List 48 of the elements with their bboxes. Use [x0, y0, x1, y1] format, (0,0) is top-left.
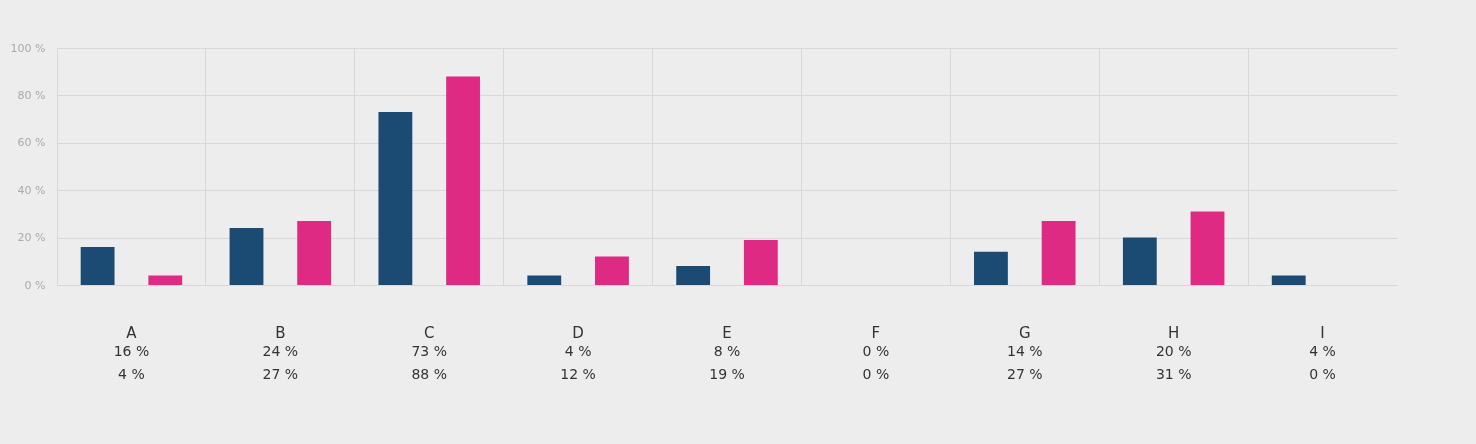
data-label: 4 %	[118, 365, 145, 382]
data-label: 73 %	[411, 342, 448, 359]
bar	[378, 111, 413, 285]
bar	[148, 275, 183, 285]
bar	[676, 266, 711, 285]
data-label: 12 %	[560, 365, 596, 382]
y-tick-label: 20 %	[17, 231, 46, 245]
bar	[297, 221, 332, 285]
x-tick-label: G	[1018, 323, 1031, 342]
data-label: 0 %	[862, 342, 890, 359]
bar	[80, 247, 115, 285]
y-tick-label: 40 %	[17, 183, 46, 197]
bar	[1041, 221, 1076, 285]
y-tick-label: 80 %	[17, 88, 46, 102]
x-tick-label: D	[572, 323, 584, 342]
y-tick-label: 100 %	[10, 41, 46, 55]
bar	[743, 239, 778, 285]
bar	[1122, 237, 1157, 285]
x-tick-label: I	[1320, 323, 1325, 342]
data-label: 88 %	[411, 365, 448, 382]
bar	[1190, 211, 1225, 285]
bar	[974, 251, 1008, 285]
x-tick-label: E	[722, 323, 732, 342]
data-label: 27 %	[1006, 365, 1043, 382]
bar	[229, 228, 264, 285]
data-label: 31 %	[1155, 365, 1192, 382]
y-tick-label: 60 %	[17, 136, 46, 150]
data-label: 19 %	[709, 365, 745, 382]
x-tick-label: C	[423, 323, 435, 342]
data-label: 0 %	[862, 365, 890, 382]
data-label: 20 %	[1155, 342, 1192, 359]
bar	[1271, 275, 1306, 285]
data-label: 4 %	[1309, 342, 1336, 359]
bar	[527, 275, 562, 285]
data-label: 24 %	[262, 342, 299, 359]
x-tick-label: B	[275, 323, 286, 342]
data-label: 4 %	[564, 342, 592, 359]
x-tick-label: F	[871, 323, 881, 342]
data-label: 14 %	[1006, 342, 1043, 359]
bar	[595, 256, 629, 285]
bar	[446, 76, 480, 285]
x-tick-label: A	[126, 323, 138, 342]
x-tick-label: H	[1168, 323, 1180, 342]
data-label: 0 %	[1309, 365, 1336, 382]
data-label: 8 %	[713, 342, 741, 359]
data-label: 16 %	[113, 342, 150, 359]
data-label: 27 %	[262, 365, 299, 382]
y-tick-label: 0 %	[24, 278, 46, 292]
